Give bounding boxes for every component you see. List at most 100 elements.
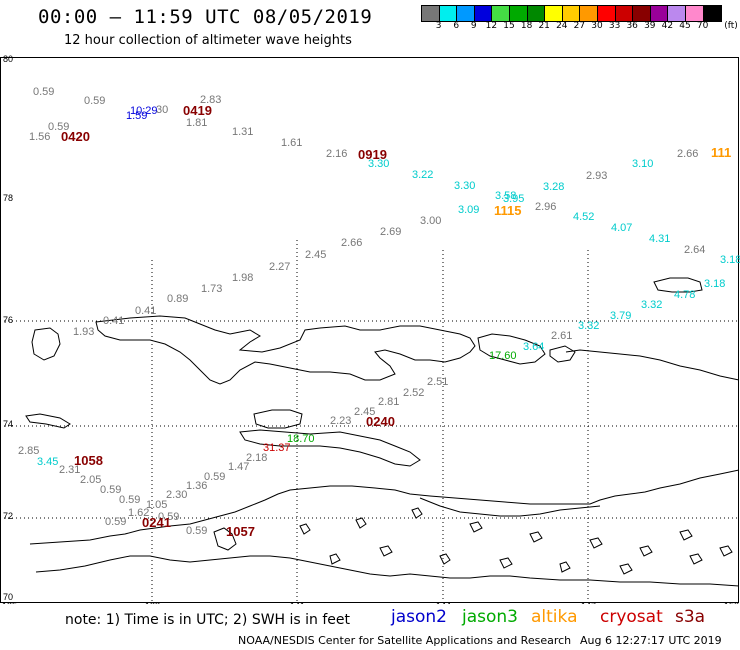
wave-height-observations: 0.590.591.560.591.5910:29302.831.811.311…: [0, 0, 740, 537]
lon-label-141: 141: [290, 601, 305, 604]
legend-swatch: [439, 6, 458, 21]
coastline-islet-16: [719, 545, 733, 557]
legend-swatch: [562, 6, 581, 21]
coastline-small-island-b: [25, 413, 71, 429]
wave-height-label: 0.59: [33, 86, 54, 98]
legend-tick-label: 30: [591, 21, 603, 31]
wave-height-label: 2.52: [403, 387, 424, 399]
wave-height-label: 2.30: [166, 489, 187, 501]
coastline-islet-8: [689, 553, 703, 565]
coastline-islet-2: [355, 517, 367, 529]
wave-height-label: 3.28: [543, 181, 564, 193]
legend-swatch: [422, 6, 440, 21]
legend-swatch: [492, 6, 510, 21]
wave-height-label: 4.78: [674, 289, 695, 301]
coastline-stolbovoy-island: [253, 409, 303, 429]
legend-swatch: [545, 6, 563, 21]
wave-height-label: 2.93: [586, 170, 607, 182]
legend-jason3: jason3: [462, 607, 518, 627]
legend-swatch: [597, 6, 616, 21]
wave-height-label: 2.05: [80, 474, 101, 486]
lat-label-72: 72: [3, 511, 13, 521]
wave-height-label: 2.96: [535, 201, 556, 213]
wave-height-label: 2.83: [200, 94, 221, 106]
wave-height-label: 3.30: [368, 158, 389, 170]
legend-swatch: [615, 6, 634, 21]
pass-time-label: 1057: [226, 524, 255, 539]
legend-swatch: [703, 6, 722, 21]
coastline-islet-3: [411, 507, 423, 519]
legend-unit: (ft): [724, 21, 738, 31]
coastline-islet-1: [299, 523, 311, 535]
wave-height-label: 4.31: [649, 233, 670, 245]
legend-tick-label: 24: [556, 21, 568, 31]
lon-label-147: 147: [581, 601, 596, 604]
wave-height-label: 12.13: [0, 0, 28, 3]
wave-height-label: 2.51: [427, 376, 448, 388]
wave-height-label: 0.59: [158, 511, 179, 523]
pass-time-label: 0919: [358, 147, 387, 162]
pass-time-label: 111: [711, 145, 731, 160]
coastline-islet-9: [379, 545, 393, 557]
coastline-islet-10: [439, 553, 451, 565]
wave-height-label: 0.59: [119, 494, 140, 506]
coastline-islet-15: [679, 529, 693, 541]
color-scale-labels: 3 6 9 12 15 18 21 24 27 30 33 36 39 42 45 70 (ft): [421, 21, 740, 33]
pass-time-label: 0240: [366, 414, 395, 429]
wave-height-label: 3.95: [503, 193, 524, 205]
coastline-bay: [419, 497, 601, 517]
legend-s3a: s3a: [675, 607, 706, 627]
wave-height-label: 3.18: [704, 278, 725, 290]
wave-height-label: 3.64: [523, 341, 544, 353]
wave-height-label: 0.59: [84, 95, 105, 107]
wave-height-label: 4.52: [573, 211, 594, 223]
legend-jason2: jason2: [391, 607, 447, 627]
pass-time-label: 0419: [183, 103, 212, 118]
legend-swatch: [685, 6, 704, 21]
wave-height-label: 0.59: [48, 121, 69, 133]
wave-height-label: 0.89: [167, 293, 188, 305]
map-frame: [0, 57, 739, 603]
coastlines: [25, 277, 740, 587]
legend-tick-label: 36: [626, 21, 638, 31]
lat-label-76: 76: [3, 315, 13, 325]
coastline-small-island-a: [31, 327, 61, 361]
coastline-bennett-island: [653, 277, 703, 293]
pass-time-label: 1058: [74, 453, 103, 468]
wave-height-label: 3.58: [495, 190, 516, 202]
wave-height-label: 2.66: [677, 148, 698, 160]
wave-height-label: 2.23: [330, 415, 351, 427]
wave-height-label: 3.79: [610, 310, 631, 322]
wave-height-label: 2.27: [269, 261, 290, 273]
legend-swatch: [474, 6, 493, 21]
wave-height-label: 2.61: [551, 330, 572, 342]
coastline-mainland: [29, 469, 740, 545]
map-title: 00:00 – 11:59 UTC 08/05/2019: [38, 6, 373, 28]
wave-height-label: 2.18: [246, 452, 267, 464]
legend-tick-label: 3: [435, 21, 442, 31]
coastline-islet-7: [639, 545, 653, 557]
legend-swatch: [633, 6, 651, 21]
wave-height-label: 2.81: [378, 396, 399, 408]
legend-tick-label: 42: [661, 21, 674, 31]
wave-height-label: 2.69: [380, 226, 401, 238]
wave-height-label: 4.07: [611, 222, 632, 234]
coastline-inlet: [213, 527, 237, 551]
wave-height-label: 1.36: [186, 480, 207, 492]
legend-tick-label: 39: [644, 21, 656, 31]
wave-height-label: 3.32: [578, 320, 599, 332]
legend-swatch: [650, 6, 669, 21]
wave-height-label: 2.45: [305, 249, 326, 261]
graticule: [0, 240, 739, 602]
lon-label-144: 144: [436, 601, 451, 604]
legend-cryosat: cryosat: [600, 607, 663, 627]
footer-note: note: 1) Time is in UTC; 2) SWH is in fe…: [65, 612, 351, 628]
wave-height-label: 2.85: [18, 445, 39, 457]
coastline-islet-5: [529, 531, 543, 543]
legend-tick-label: 27: [573, 21, 586, 31]
pass-time-labels: 0420 0419 0919 1115 111 0240 1058 0241 1057: [61, 103, 731, 539]
coastline-faddeyevsky-island: [549, 345, 576, 363]
coastline-islet-6: [589, 537, 603, 549]
wave-height-label: 0.59: [186, 525, 207, 537]
wave-height-label: 1.61: [281, 137, 302, 149]
